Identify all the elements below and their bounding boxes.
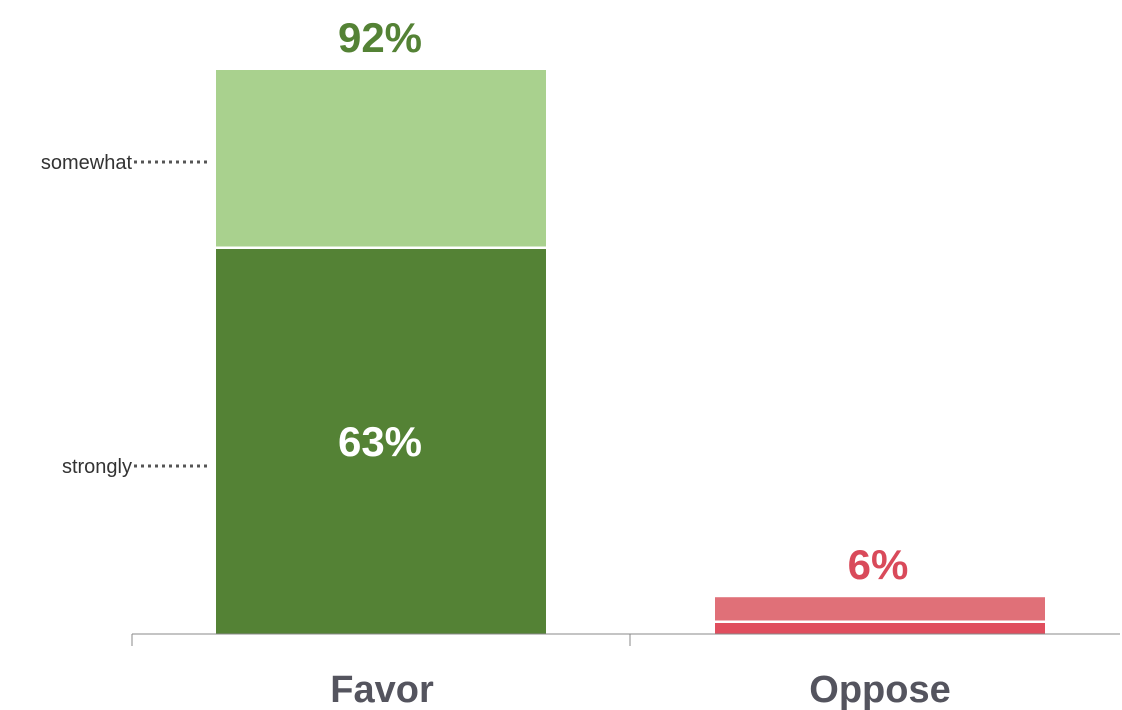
bar-favor-somewhat [216,70,546,248]
labels-group: 92% 6% 63% [338,14,908,588]
bar-oppose-somewhat [715,597,1045,622]
total-label-oppose: 6% [848,541,909,588]
series-legend: strongly somewhat [41,152,210,478]
x-axis: Favor Oppose [131,633,1120,710]
series-label-strongly: strongly [62,456,132,478]
series-label-somewhat: somewhat [41,152,133,174]
bar-favor-strongly [216,247,546,635]
total-label-favor: 92% [338,14,422,61]
inner-label-favor: 63% [338,418,422,465]
bar-oppose-strongly [715,621,1045,634]
bars-group [216,70,1045,635]
category-label-oppose: Oppose [809,669,950,710]
category-label-favor: Favor [330,669,434,710]
